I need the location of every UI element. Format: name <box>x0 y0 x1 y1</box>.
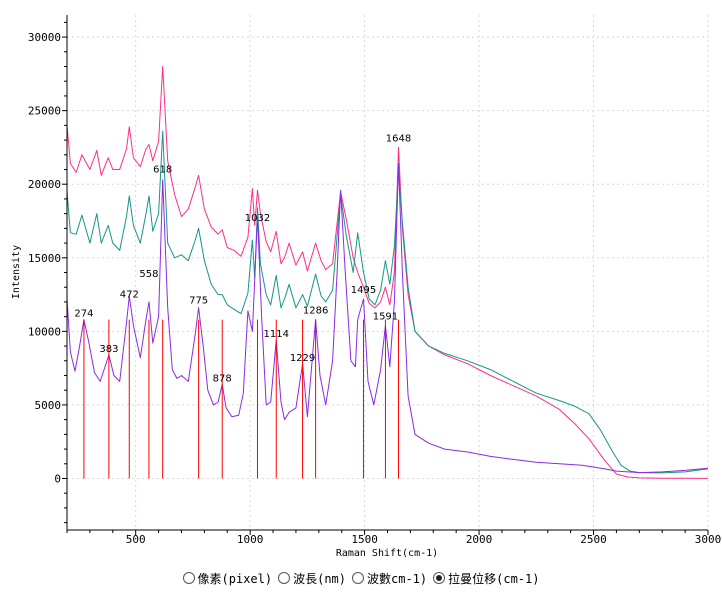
radio-pixel[interactable]: 像素(pixel) <box>182 570 273 587</box>
radio-raman-shift-label: 拉曼位移(cm-1) <box>448 571 540 586</box>
peak-label: 1032 <box>245 213 270 224</box>
radio-wavelength-label: 波長(nm) <box>293 571 346 586</box>
radio-circle-icon[interactable] <box>182 572 195 584</box>
peak-label: 775 <box>189 295 208 306</box>
spectrum-series-line <box>67 66 708 479</box>
peak-label: 472 <box>120 290 139 301</box>
x-tick-label: 2500 <box>580 533 607 546</box>
x-tick-label: 500 <box>126 533 146 546</box>
peak-label: 1648 <box>386 134 411 145</box>
grid-lines <box>67 15 709 530</box>
y-tick-label: 0 <box>54 473 61 486</box>
x-axis-title: Raman Shift(cm-1) <box>336 548 438 559</box>
peak-label: 1114 <box>264 329 289 340</box>
y-tick-label: 25000 <box>28 105 61 118</box>
series-layer <box>67 66 708 479</box>
y-tick-label: 5000 <box>35 399 62 412</box>
radio-circle-icon[interactable] <box>352 572 364 584</box>
x-tick-label: 3000 <box>695 533 722 546</box>
peak-label: 1591 <box>373 312 398 323</box>
axes: 500 1000 1500 2000 2500 300005000100001500020… <box>28 15 721 546</box>
y-axis-title: Intensity <box>11 245 22 299</box>
x-tick-label: 1000 <box>237 533 264 546</box>
unit-selector: 像素(pixel) 波長(nm) 波數cm-1) 拉曼位移(cm-1) <box>0 566 722 590</box>
y-tick-label: 10000 <box>28 325 61 338</box>
spectrum-series-line <box>67 163 708 474</box>
radio-pixel-label: 像素(pixel) <box>197 571 273 586</box>
spectrum-series-line <box>67 130 708 474</box>
peak-label: 1229 <box>290 353 315 364</box>
peak-marker-layer <box>83 319 399 479</box>
y-tick-label: 30000 <box>28 31 61 44</box>
peak-label: 618 <box>153 164 172 175</box>
peak-label: 878 <box>213 373 232 384</box>
radio-circle-icon[interactable] <box>278 572 291 584</box>
radio-circle-icon[interactable] <box>433 572 446 584</box>
radio-wavenumber-label: 波數cm-1) <box>367 571 428 586</box>
radio-raman-shift[interactable]: 拉曼位移(cm-1) <box>433 570 539 587</box>
peak-label: 1495 <box>351 285 376 296</box>
peak-label: 1286 <box>303 306 328 317</box>
y-tick-label: 15000 <box>28 252 61 265</box>
radio-wavelength[interactable]: 波長(nm) <box>278 570 346 587</box>
peak-label: 383 <box>99 344 118 355</box>
peak-label: 558 <box>139 269 158 280</box>
x-tick-label: 1500 <box>351 533 378 546</box>
radio-wavenumber[interactable]: 波數cm-1) <box>352 570 427 587</box>
y-tick-label: 20000 <box>28 178 61 191</box>
peak-label: 274 <box>74 309 93 320</box>
x-tick-label: 2000 <box>466 533 493 546</box>
